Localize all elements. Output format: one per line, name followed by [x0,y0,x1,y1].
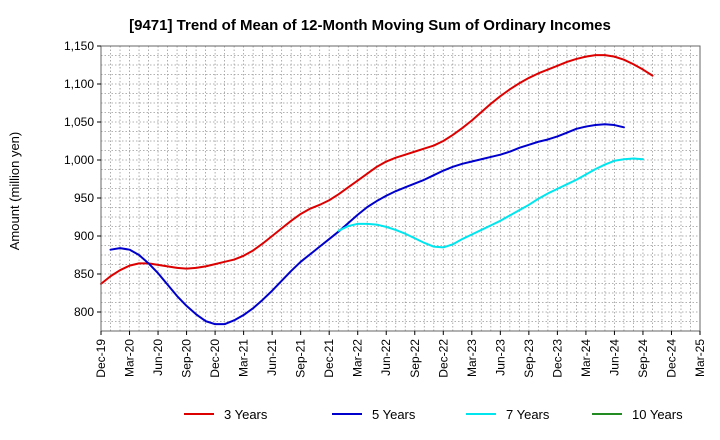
x-tick-label: Mar-22 [351,339,365,377]
y-tick-label: 1,100 [64,77,94,91]
legend-label: 5 Years [372,407,416,422]
legend-label: 7 Years [506,407,550,422]
legend-label: 10 Years [632,407,683,422]
x-tick-label: Mar-20 [123,339,137,377]
y-tick-label: 950 [74,191,94,205]
x-tick-label: Sep-22 [408,339,422,378]
x-tick-label: Jun-21 [265,339,279,376]
x-tick-label: Dec-21 [322,339,336,378]
x-tick-label: Sep-20 [180,339,194,378]
y-axis-label: Amount (million yen) [7,132,22,251]
axis-ticks: 800 850 900 950 1,000 1,050 1,100 1,150 Dec-19 Ma… [64,39,707,378]
y-tick-label: 1,150 [64,39,94,53]
x-tick-label: Mar-24 [579,339,593,377]
series-line-5-years [109,123,625,326]
chart-title: [9471] Trend of Mean of 12-Month Moving … [129,17,611,34]
y-tick-label: 900 [74,229,94,243]
legend: 3 Years 5 Years 7 Years 10 Years [184,407,683,422]
x-tick-label: Mar-25 [693,339,707,377]
x-tick-label: Jun-22 [379,339,393,376]
y-tick-label: 800 [74,305,94,319]
legend-label: 3 Years [224,407,268,422]
x-tick-label: Dec-20 [208,339,222,378]
x-tick-label: Jun-20 [151,339,165,376]
series-lines [100,54,654,326]
plot-frame [100,45,701,332]
x-tick-label: Dec-19 [94,339,108,378]
y-tick-label: 850 [74,267,94,281]
series-line-3-years [100,54,654,285]
x-tick-label: Dec-22 [436,339,450,378]
x-tick-label: Mar-21 [237,339,251,377]
x-tick-label: Dec-23 [550,339,564,378]
y-tick-label: 1,050 [64,115,94,129]
x-tick-label: Jun-24 [607,339,621,376]
x-tick-label: Sep-23 [522,339,536,378]
x-tick-label: Sep-24 [636,339,650,378]
x-tick-label: Mar-23 [465,339,479,377]
series-line-7-years [337,157,644,249]
x-tick-label: Sep-21 [294,339,308,378]
y-tick-label: 1,000 [64,153,94,167]
x-tick-label: Jun-23 [493,339,507,376]
x-tick-label: Dec-24 [664,339,678,378]
